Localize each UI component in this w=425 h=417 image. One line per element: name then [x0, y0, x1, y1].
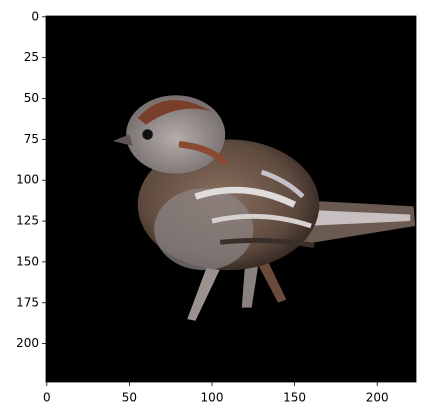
y-tick-label: 0	[31, 9, 39, 23]
x-tick-label: 50	[122, 391, 137, 405]
y-tick-label: 50	[24, 91, 39, 105]
plot-frame	[45, 15, 417, 383]
y-tick-label: 200	[16, 336, 39, 350]
bird-image	[112, 95, 416, 321]
y-tick-label: 75	[24, 132, 39, 146]
y-tick-label: 125	[16, 214, 39, 228]
x-tick-label: 0	[43, 391, 51, 405]
y-tick-label: 150	[16, 254, 39, 268]
y-tick-label: 175	[16, 295, 39, 309]
y-tick-label: 100	[16, 173, 39, 187]
y-tick-label: 25	[24, 50, 39, 64]
x-tick-label: 150	[283, 391, 306, 405]
x-tick-label: 100	[201, 391, 224, 405]
x-tick-label: 200	[366, 391, 389, 405]
image-area	[46, 16, 416, 382]
